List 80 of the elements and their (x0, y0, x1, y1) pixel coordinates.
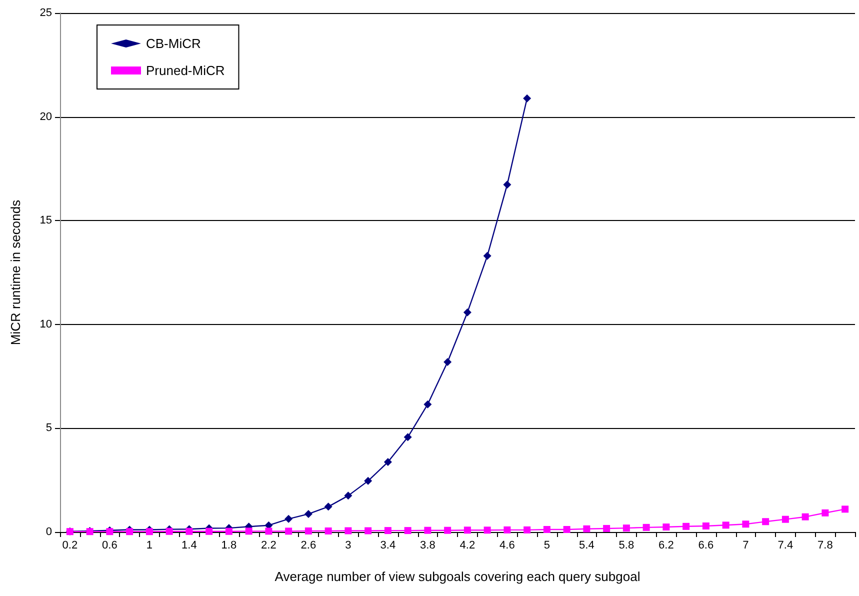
x-tick-label: 7.4 (778, 540, 794, 552)
y-tick-label: 10 (40, 318, 52, 330)
x-tick-label: 4.2 (460, 540, 476, 552)
point (404, 527, 412, 534)
x-tick-label: 5 (544, 540, 550, 552)
y-tick-label: 25 (40, 7, 52, 19)
legend-label: CB-MiCR (146, 36, 201, 51)
point (802, 513, 809, 520)
x-tick-label: 7.8 (818, 540, 833, 552)
point (186, 528, 193, 535)
x-tick-label: 3.4 (380, 540, 396, 552)
x-tick-label: 1.8 (221, 540, 237, 552)
point (284, 514, 293, 523)
point (404, 433, 412, 442)
point (344, 492, 352, 500)
point (543, 526, 550, 534)
point (424, 400, 432, 408)
x-tick-label: 5.8 (618, 540, 634, 552)
x-tick-label: 7 (742, 540, 749, 552)
point (304, 527, 312, 534)
point (504, 526, 511, 534)
x-tick-label: 6.2 (658, 540, 674, 552)
point (523, 94, 532, 102)
point (304, 510, 312, 518)
point (563, 526, 570, 534)
y-tick-label: 20 (40, 110, 52, 123)
x-tick-label: 0.2 (62, 540, 78, 552)
point (682, 522, 690, 530)
point (722, 522, 730, 529)
x-tick-label: 0.6 (102, 540, 118, 552)
point (324, 527, 332, 534)
point (265, 528, 272, 535)
point (782, 516, 789, 523)
point (285, 528, 292, 535)
point (126, 528, 134, 536)
point (146, 528, 153, 536)
x-tick-label: 2.6 (300, 540, 316, 552)
x-tick-label: 4.6 (500, 540, 515, 552)
y-axis-title: MiCR runtime in seconds (8, 199, 23, 346)
point (483, 252, 492, 260)
x-tick-label: 5.4 (579, 540, 594, 552)
point (206, 528, 213, 535)
point (166, 528, 173, 535)
point (384, 527, 392, 534)
point (742, 520, 750, 528)
y-tick-label: 0 (46, 526, 52, 538)
point (225, 528, 232, 535)
point (622, 524, 630, 532)
point (583, 525, 590, 532)
point (762, 518, 770, 526)
x-axis-title: Average number of view subgoals covering each query subgoal (274, 569, 640, 584)
point (642, 524, 650, 531)
y-tick-label: 5 (46, 422, 52, 434)
point (484, 526, 491, 534)
point (364, 476, 372, 485)
point (662, 524, 670, 531)
point (424, 526, 432, 534)
legend-label: Pruned-MiCR (146, 63, 225, 78)
x-tick-label: 1 (146, 540, 152, 552)
y-tick-label: 15 (40, 214, 52, 227)
point (444, 358, 452, 366)
point (822, 509, 829, 516)
x-tick-label: 3.8 (420, 540, 436, 552)
point (364, 527, 372, 534)
point (503, 180, 512, 189)
point (324, 502, 332, 511)
point (444, 526, 452, 534)
point (524, 526, 531, 534)
point (842, 506, 849, 513)
point (384, 458, 392, 466)
point (463, 308, 472, 316)
point (344, 527, 352, 534)
point (603, 524, 610, 532)
point (702, 522, 710, 530)
x-tick-label: 6.6 (698, 540, 714, 552)
x-tick-label: 1.4 (182, 540, 197, 552)
x-tick-label: 2.2 (261, 540, 276, 552)
x-tick-label: 3 (345, 540, 352, 552)
point (464, 526, 471, 534)
point (245, 528, 252, 535)
